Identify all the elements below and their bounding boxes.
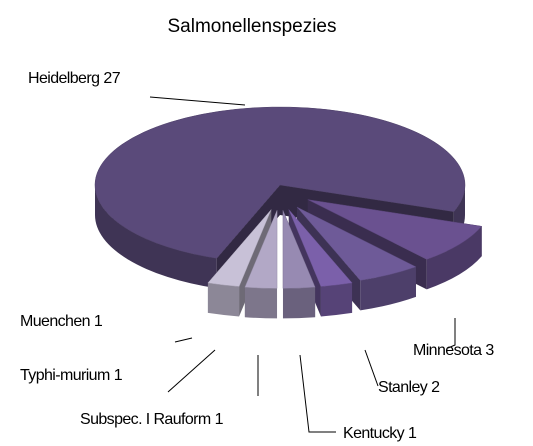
slice-side [282,287,316,319]
label-value: 1 [114,367,123,384]
leader-line [149,96,246,106]
label-name: Minnesota [413,342,482,359]
label-value: 2 [431,379,440,396]
slice-side [95,185,217,289]
leader-line [447,318,456,349]
data-label: Minnesota 3 [413,342,494,359]
data-label: Subspec. I Rauform 1 [80,411,224,428]
slice-side [426,226,482,290]
leader-line [167,349,216,393]
slice [307,199,483,260]
data-label: Typhi-murium 1 [20,367,123,384]
leader-line [364,349,379,387]
label-value: 27 [103,70,120,87]
label-name: Typhi-murium [20,367,110,384]
label-name: Heidelberg [28,70,99,87]
slice-side [320,282,353,317]
leader-line [174,337,193,343]
slice [244,210,278,289]
label-name: Subspec. I Rauform [80,411,211,428]
slice [207,209,272,287]
label-name: Kentucky [343,425,405,442]
pie [94,106,483,319]
data-label: Muenchen 1 [20,313,103,330]
slice [282,210,316,289]
labels [149,96,456,433]
label-name: Muenchen [20,313,90,330]
label-value: 3 [485,342,494,359]
label-value: 1 [408,425,417,442]
label-value: 1 [215,411,224,428]
slice-side [207,282,240,317]
slice-side [244,287,278,319]
slice-side [360,266,416,311]
data-label: Heidelberg 27 [28,70,121,87]
slice [296,206,417,281]
slice [94,106,466,259]
chart-title: Salmonellenspezies [168,16,337,37]
data-label: Stanley 2 [378,379,440,396]
slice [288,209,353,287]
label-name: Stanley [378,379,428,396]
leader-line [299,354,336,433]
label-value: 1 [94,313,103,330]
data-label: Kentucky 1 [343,425,417,442]
